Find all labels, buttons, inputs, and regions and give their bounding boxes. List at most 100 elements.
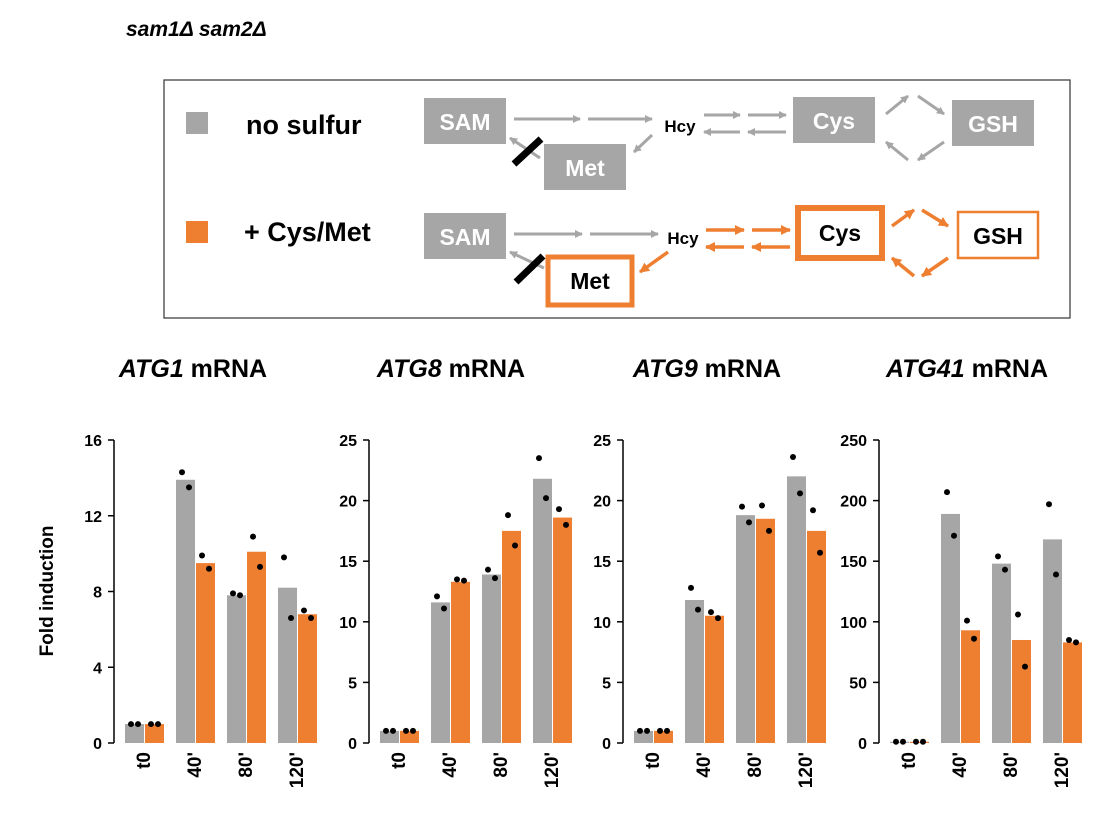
legend-label-cys-met: + Cys/Met — [244, 217, 371, 247]
bar — [736, 515, 755, 743]
x-tick-label: 40' — [694, 752, 715, 778]
x-tick-label: 80' — [1001, 752, 1022, 778]
data-point — [920, 738, 926, 745]
y-tick-label: 50 — [849, 675, 867, 692]
data-point — [485, 566, 491, 573]
y-tick-label: 5 — [348, 675, 357, 692]
y-tick-label: 0 — [858, 736, 867, 753]
data-point — [913, 738, 919, 745]
data-point — [186, 484, 192, 491]
pathway-row-cys-met: SAM Met Hcy Cys GSH — [424, 205, 1040, 308]
data-point — [1066, 636, 1072, 643]
y-tick-label: 25 — [593, 433, 611, 450]
data-point — [900, 738, 906, 745]
x-tick-label: 120' — [1052, 752, 1073, 788]
y-tick-label: 0 — [348, 736, 357, 753]
x-tick-label: 120' — [542, 752, 563, 788]
node-cys-label: Cys — [813, 108, 855, 134]
data-point — [664, 727, 670, 734]
data-point — [715, 615, 721, 622]
data-point — [766, 527, 772, 534]
chart-title-gene: ATG8 — [376, 355, 442, 383]
node-met-label: Met — [565, 155, 605, 181]
data-point — [179, 469, 185, 476]
data-point — [637, 727, 643, 734]
y-tick-label: 12 — [84, 509, 102, 526]
bar — [431, 602, 450, 743]
chart-title-suffix: mRNA — [965, 355, 1048, 383]
bar — [533, 478, 552, 743]
chart-title-suffix: mRNA — [698, 355, 781, 383]
bar — [1063, 642, 1082, 743]
bar — [807, 530, 826, 743]
node-cys — [793, 97, 875, 143]
node-gsh-label: GSH — [968, 111, 1018, 137]
data-point — [512, 542, 518, 549]
data-point — [746, 519, 752, 526]
data-point — [739, 503, 745, 510]
x-tick-label: 80' — [236, 752, 257, 778]
data-point — [441, 605, 447, 612]
y-tick-label: 10 — [593, 615, 611, 632]
bar — [176, 479, 195, 743]
x-tick-label: 40' — [440, 752, 461, 778]
data-point — [308, 615, 314, 622]
data-point — [403, 727, 409, 734]
data-point — [536, 455, 542, 462]
node-sam-label: SAM — [439, 224, 490, 250]
bar — [705, 615, 724, 743]
chart-title-suffix: mRNA — [184, 355, 267, 383]
bar — [654, 730, 673, 743]
chart-title-gene: ATG1 — [118, 355, 184, 383]
x-tick-label: 80' — [745, 752, 766, 778]
pathway-row-no-sulfur: SAM Met Hcy Cys GSH — [424, 94, 1034, 190]
block-bar — [513, 253, 546, 285]
chart-title-gene: ATG41 — [885, 355, 965, 383]
bar — [125, 724, 144, 743]
chart-title: ATG9 mRNA — [632, 355, 781, 383]
node-gsh — [956, 210, 1040, 260]
y-tick-label: 0 — [93, 736, 102, 753]
y-tick-label: 20 — [339, 494, 357, 511]
data-point — [434, 593, 440, 600]
legend-swatch-orange — [186, 221, 208, 243]
x-tick-label: 40' — [185, 752, 206, 778]
data-point — [281, 554, 287, 561]
chart-atg1: ATG1 mRNA 0 4 8 12 16 t0 40' 80' 120' — [84, 355, 317, 788]
data-point — [790, 453, 796, 460]
node-hcy-label: Hcy — [664, 117, 696, 136]
data-point — [810, 507, 816, 514]
bar — [890, 741, 909, 743]
bar — [910, 741, 929, 743]
y-tick-label: 16 — [84, 433, 102, 450]
node-cys-label: Cys — [819, 220, 861, 246]
y-tick-label: 250 — [840, 433, 867, 450]
bar — [482, 574, 501, 743]
chart-atg9: ATG9 mRNA 0 5 10 15 20 25 t0 40' 80' 120' — [593, 355, 826, 788]
y-tick-label: 8 — [93, 585, 102, 602]
bar — [298, 614, 317, 743]
node-met-label: Met — [570, 268, 610, 294]
y-axis-label: Fold induction — [37, 526, 58, 657]
bar — [227, 595, 246, 743]
node-hcy-label: Hcy — [667, 229, 699, 248]
node-met — [544, 144, 626, 190]
data-point — [1053, 571, 1059, 578]
bar-charts: ATG1 mRNA 0 4 8 12 16 t0 40' 80' 120' ATG8 mRNA 0 5 1… — [84, 355, 1082, 788]
y-tick-label: 4 — [93, 660, 102, 677]
data-point — [543, 495, 549, 502]
y-tick-label: 10 — [339, 615, 357, 632]
data-point — [1022, 663, 1028, 670]
data-point — [1073, 639, 1079, 646]
chart-title-suffix: mRNA — [442, 355, 525, 383]
data-point — [135, 721, 141, 728]
y-tick-label: 15 — [339, 554, 357, 571]
node-sam — [424, 98, 506, 144]
bar — [941, 513, 960, 743]
arrows-gray — [509, 94, 945, 162]
data-point — [454, 576, 460, 583]
data-point — [971, 635, 977, 642]
arrows-orange — [638, 208, 949, 278]
bar — [196, 563, 215, 743]
y-tick-label: 0 — [602, 736, 611, 753]
